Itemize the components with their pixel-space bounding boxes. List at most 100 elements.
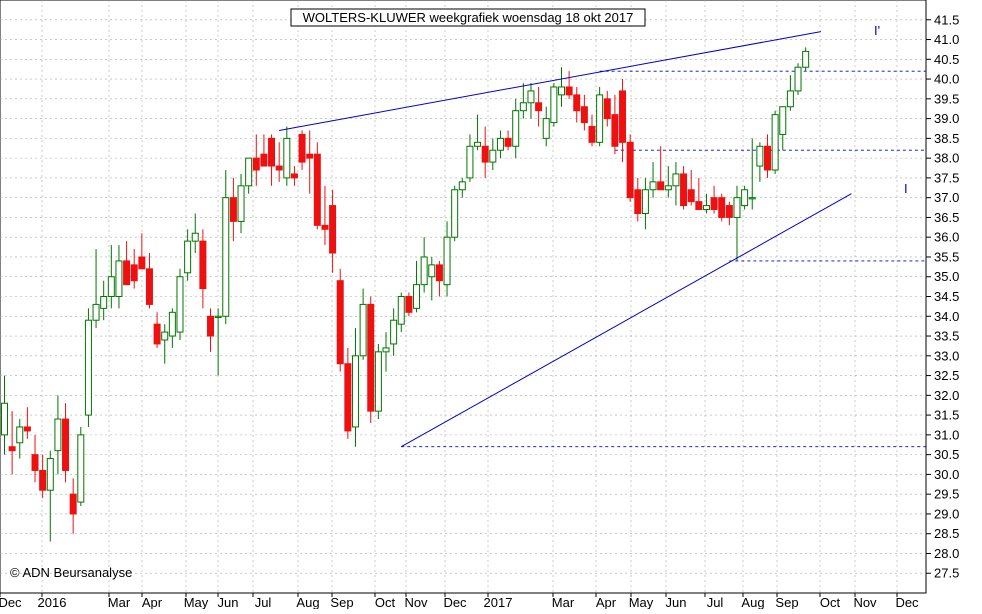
candle (481, 126, 489, 178)
upper-trendline-label: I' (874, 23, 880, 38)
x-tick-label: Sep (330, 595, 353, 609)
y-tick-label: 27.5 (934, 566, 959, 581)
candle-body (664, 185, 672, 191)
y-tick-label: 33.0 (934, 348, 959, 363)
candle-body (382, 347, 390, 353)
candle-body (794, 66, 802, 92)
candle (527, 83, 535, 119)
candle (573, 86, 581, 123)
y-tick-label: 36.5 (934, 210, 959, 225)
candle (245, 157, 253, 194)
candle-body (313, 153, 321, 226)
candle (329, 189, 337, 273)
candle (161, 324, 169, 364)
x-tick-label: Aug (296, 595, 319, 609)
candle (39, 454, 47, 499)
candle-body (298, 133, 306, 163)
candle (435, 260, 443, 297)
candle (283, 126, 291, 186)
candle-body (458, 181, 466, 191)
y-tick-label: 31.5 (934, 408, 959, 423)
candle (634, 177, 642, 222)
candle (31, 434, 39, 483)
candle (649, 162, 657, 198)
title-box (290, 8, 646, 27)
candle-body (214, 315, 222, 318)
candle (664, 166, 672, 198)
candle (680, 166, 688, 210)
candle-body (557, 86, 565, 96)
candle-body (374, 351, 382, 412)
x-tick-label: Sep (775, 595, 798, 609)
candle (794, 63, 802, 95)
candle-body (725, 205, 733, 218)
candle (69, 478, 77, 534)
candle (367, 296, 375, 424)
y-tick-label: 36.0 (934, 230, 959, 245)
plot-area-border (0, 0, 927, 594)
candle (46, 450, 54, 542)
candle-body (718, 197, 726, 218)
candle-body (420, 256, 428, 286)
candle (565, 71, 573, 99)
candle (153, 312, 161, 348)
candle-body (275, 165, 283, 171)
candle-body (748, 197, 756, 200)
candle-body (268, 137, 276, 167)
candle (77, 426, 85, 507)
candle (306, 130, 314, 194)
candle (443, 221, 451, 297)
candle-body (344, 363, 352, 432)
candle (336, 268, 344, 372)
candle-body (329, 205, 337, 254)
candle (802, 47, 810, 72)
candle-body (687, 189, 695, 203)
candle (222, 169, 230, 325)
y-tick-label: 34.5 (934, 289, 959, 304)
candle (138, 233, 146, 270)
candle (321, 185, 329, 246)
candle-body (245, 157, 253, 187)
candle-body (641, 189, 649, 214)
horizontal-levels (401, 70, 926, 448)
candle (191, 213, 199, 254)
candle (268, 134, 276, 186)
candle (687, 169, 695, 206)
candle-body (138, 256, 146, 270)
candle (466, 134, 474, 182)
candle (1, 375, 8, 455)
candle (779, 106, 787, 151)
candle (603, 90, 611, 127)
x-tick-label: Nov (404, 595, 428, 609)
candle-body (184, 240, 192, 274)
candle-body (710, 197, 718, 211)
candle-body (779, 106, 787, 135)
candle-body (435, 264, 443, 282)
candle (504, 130, 512, 151)
candle (351, 328, 359, 447)
candle-body (634, 189, 642, 214)
y-tick-label: 28.5 (934, 526, 959, 541)
x-tick-label: Mar (108, 595, 131, 609)
x-tick-label: Apr (142, 595, 163, 609)
candle-body (649, 181, 657, 191)
candle-body (31, 454, 39, 471)
candle-body (367, 303, 375, 412)
candle-body (733, 197, 741, 218)
candle (16, 419, 24, 459)
x-tick-label: Dec (895, 595, 919, 609)
candle-body (336, 280, 344, 365)
candle-body (115, 260, 123, 298)
x-tick-label: Oct (375, 595, 396, 609)
candle (382, 332, 390, 372)
candle-body (237, 185, 245, 222)
candle-body (161, 331, 169, 341)
candle (557, 67, 565, 107)
x-tick-label: Dec (0, 595, 22, 609)
candle-body (466, 145, 474, 179)
candle-body (596, 94, 604, 143)
candle (695, 177, 703, 211)
candle (168, 308, 176, 348)
candle-body (123, 260, 131, 286)
y-tick-label: 29.5 (934, 487, 959, 502)
